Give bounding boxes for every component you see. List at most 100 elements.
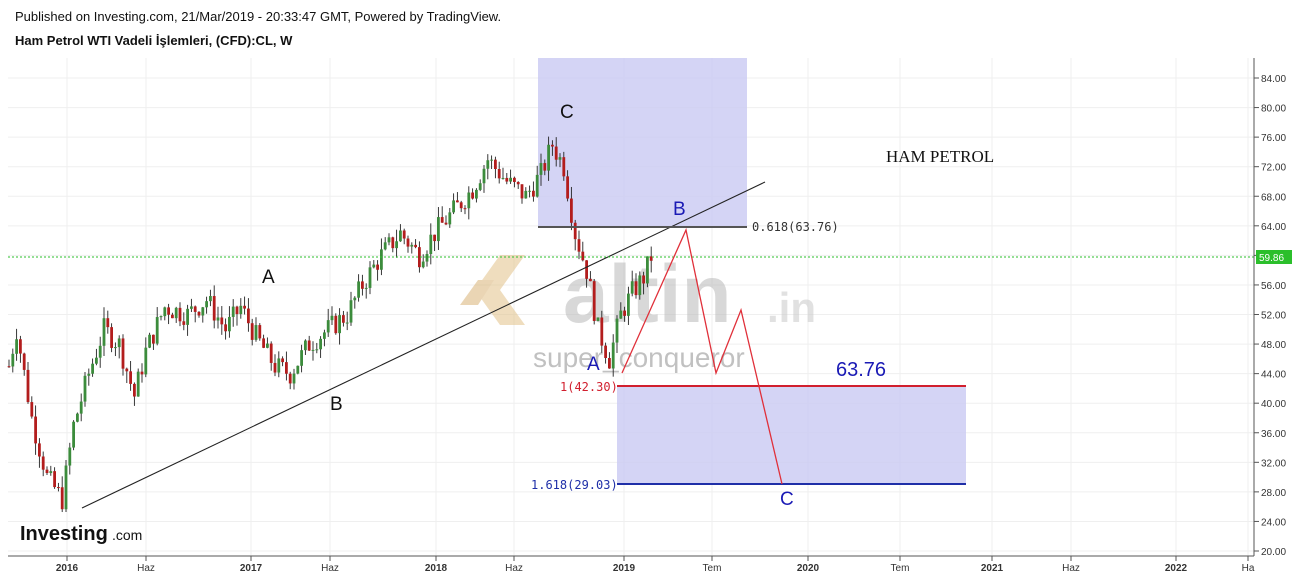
candle-body: [190, 306, 193, 309]
candle-body: [330, 315, 334, 321]
candle-body: [570, 198, 573, 223]
candle-body: [444, 222, 448, 225]
y-tick-label: 80.00: [1261, 104, 1286, 115]
candle-body: [30, 402, 34, 417]
candle-body: [475, 189, 478, 199]
candle-body: [452, 200, 455, 213]
candle-body: [615, 318, 619, 343]
candle-body: [638, 275, 642, 296]
x-tick-label: Haz: [137, 563, 155, 574]
lower-target-box: [617, 386, 966, 485]
wave-c-2018: C: [560, 102, 574, 123]
candle-body: [490, 159, 493, 161]
y-tick-label: 24.00: [1261, 517, 1286, 528]
candle-body: [440, 217, 444, 223]
candle-body: [148, 334, 151, 348]
projected-wave-path[interactable]: [621, 227, 783, 485]
candle-body: [592, 281, 596, 321]
candle-body: [600, 317, 604, 346]
target-value-label: 63.76: [836, 359, 886, 381]
candle-body: [380, 249, 383, 270]
candle-body: [106, 318, 110, 328]
y-tick-label: 28.00: [1261, 488, 1286, 499]
y-tick-label: 72.00: [1261, 163, 1286, 174]
candle-body: [368, 267, 372, 288]
symbol-title: Ham Petrol WTI Vadeli İşlemleri, (CFD):C…: [15, 33, 293, 48]
candle-body: [623, 310, 626, 316]
candle-body: [448, 212, 452, 225]
candle-body: [459, 202, 463, 209]
candle-body: [543, 163, 547, 171]
candle-body: [482, 168, 486, 184]
candle-body: [467, 192, 471, 209]
y-tick-label: 52.00: [1261, 311, 1286, 322]
watermark: altin .in super_conqueror: [460, 249, 816, 373]
candle-body: [258, 325, 262, 339]
candle-body: [95, 357, 98, 364]
fib-1618-label: 1.618(29.03): [531, 478, 618, 492]
candle-body: [228, 316, 231, 332]
candle-body: [11, 353, 15, 367]
x-tick-label: 2016: [56, 563, 79, 574]
candle-body: [152, 334, 155, 344]
candle-body: [22, 353, 26, 370]
candle-body: [273, 362, 277, 373]
y-tick-label: 20.00: [1261, 547, 1286, 558]
candle-body: [630, 281, 634, 294]
candle-body: [98, 345, 102, 358]
x-tick-label: Haz: [505, 563, 523, 574]
candle-body: [197, 311, 201, 316]
candle-body: [57, 487, 60, 489]
candle-body: [345, 322, 349, 324]
candle-body: [49, 471, 53, 474]
candle-body: [76, 413, 79, 422]
candle-body: [539, 163, 543, 175]
candle-body: [501, 177, 505, 179]
x-tick-label: 2019: [613, 563, 636, 574]
candle-body: [38, 443, 41, 457]
candle-body: [494, 159, 497, 169]
candle-body: [395, 241, 398, 249]
candle-body: [558, 157, 562, 160]
candle-body: [577, 239, 581, 252]
x-tick-label: 2021: [981, 563, 1004, 574]
candle-body: [425, 254, 429, 262]
wave-b-2019: B: [673, 199, 686, 220]
candle-body: [429, 234, 433, 255]
candle-body: [535, 174, 539, 197]
y-tick-label: 68.00: [1261, 192, 1286, 203]
watermark-author: super_conqueror: [533, 342, 745, 373]
candle-body: [144, 347, 148, 375]
grid: [8, 58, 1254, 556]
y-tick-label: 56.00: [1261, 281, 1286, 292]
y-tick-label: 76.00: [1261, 133, 1286, 144]
candle-body: [342, 315, 345, 323]
x-axis-ticks: 2016 Haz 2017 Haz 2018 Haz 2019 Tem 2020 Tem 2021 H…: [56, 556, 1255, 574]
candle-body: [402, 230, 406, 239]
candle-body: [209, 296, 212, 302]
candle-body: [64, 465, 68, 510]
watermark-logo-icon: [475, 255, 525, 325]
candle-body: [463, 208, 467, 210]
candle-body: [174, 307, 178, 319]
candle-body: [357, 281, 360, 298]
candle-body: [418, 247, 421, 268]
watermark-logo-icon-inner: [460, 280, 494, 305]
candle-body: [562, 157, 566, 177]
candle-body: [608, 357, 611, 369]
candle-body: [262, 338, 265, 348]
trend-line[interactable]: [81, 181, 766, 509]
candle-body: [410, 244, 414, 247]
candle-body: [110, 327, 113, 348]
y-axis-ticks: 84.0080.0076.0072.0068.0064.0060.0056.00…: [1254, 74, 1286, 558]
candle-body: [315, 349, 319, 351]
candle-body: [269, 343, 273, 363]
upper-target-box: [538, 58, 747, 228]
y-tick-label: 64.00: [1261, 222, 1286, 233]
candle-body: [266, 343, 269, 348]
candle-body: [433, 234, 436, 242]
investing-logo: Investing: [20, 523, 108, 545]
candle-body: [505, 177, 509, 182]
wave-a-2017: A: [262, 267, 275, 288]
